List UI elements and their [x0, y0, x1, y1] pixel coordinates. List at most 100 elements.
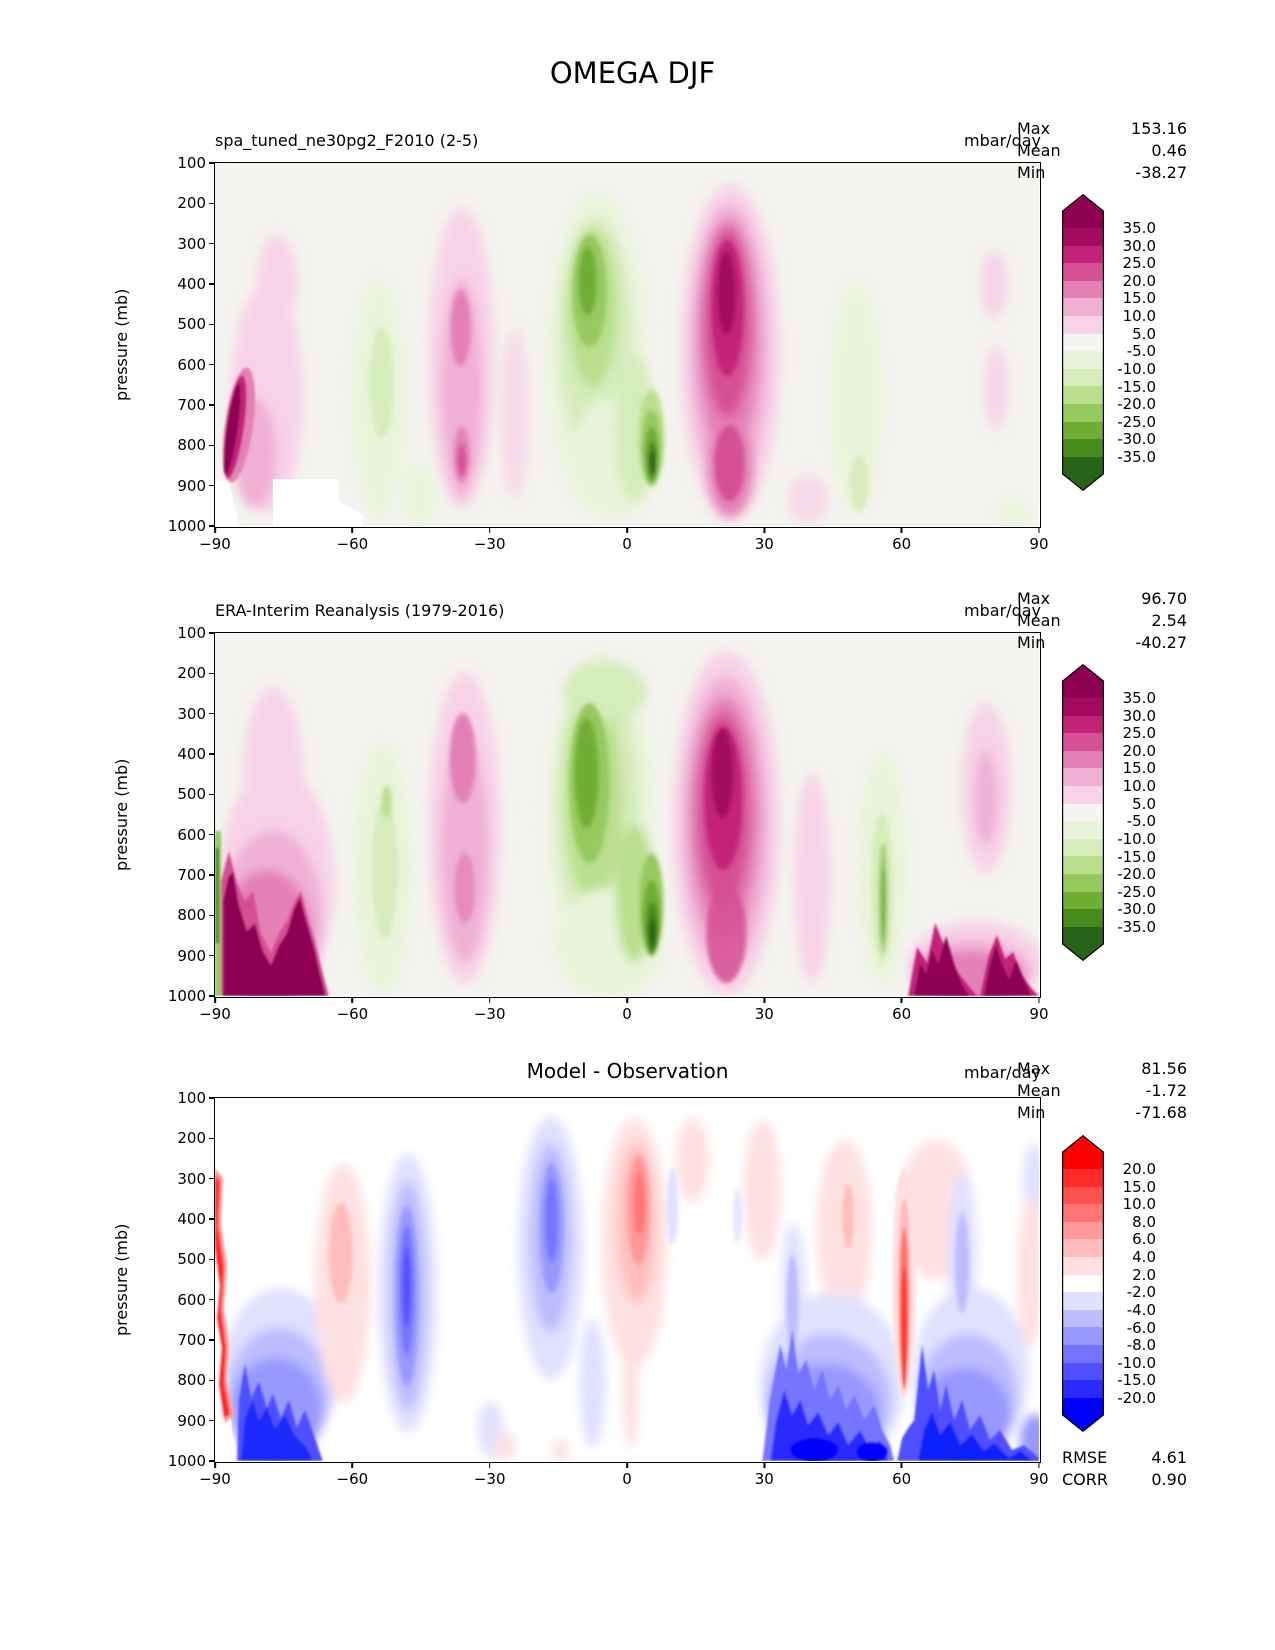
tick-mark — [209, 712, 215, 715]
stats-obs: Max 96.70 Mean 2.54 Min -40.27 — [1017, 589, 1187, 655]
tick-mark — [488, 997, 491, 1003]
y-tick: 1000 — [168, 517, 215, 535]
stat-row-max: Max 153.16 — [1017, 119, 1187, 141]
x-tick: −60 — [337, 527, 368, 553]
x-axis-ticks-obs: −90 −60 −30 0 30 60 90 — [199, 633, 1049, 1023]
tick-mark — [214, 527, 216, 533]
colorbar-band — [1062, 698, 1104, 716]
colorbar-tick-label: 15.0 — [1122, 759, 1156, 778]
colorbar-tick-label: 30.0 — [1122, 706, 1156, 725]
colorbar-band — [1062, 1345, 1104, 1363]
y-tick: 600 — [177, 1291, 215, 1309]
colorbar-band — [1062, 803, 1104, 822]
y-axis-ticks-obs: 100 200 300 400 500 600 700 800 900 1000 — [168, 624, 1040, 1005]
tick-mark — [763, 527, 766, 533]
rmse-row: RMSE 4.61 — [1062, 1448, 1187, 1470]
contour-field-obs — [215, 633, 1039, 996]
colorbar-tick-label: 8.0 — [1132, 1212, 1156, 1231]
y-tick-label: 100 — [177, 624, 206, 642]
x-tick-label: 60 — [892, 1470, 912, 1488]
colorbar-band — [1062, 909, 1104, 927]
x-tick-label: 0 — [622, 1005, 632, 1023]
colorbar-tick-label: -15.0 — [1117, 377, 1156, 396]
y-tick: 300 — [177, 1170, 215, 1188]
y-tick-label: 300 — [177, 1169, 206, 1188]
contour-field-diff — [215, 1098, 1039, 1461]
colorbar-band — [1062, 856, 1104, 875]
panel-diff-header: mbar/day — [214, 1063, 1041, 1085]
colorbar-band — [1062, 1327, 1104, 1346]
colorbar-band — [1062, 439, 1104, 457]
corr-value: 0.90 — [1151, 1470, 1187, 1489]
y-tick-label: 700 — [177, 1330, 206, 1349]
tick-mark — [209, 404, 215, 406]
x-tick-label: −30 — [473, 535, 506, 553]
colorbar-band — [1062, 821, 1104, 839]
corr-label: CORR — [1062, 1470, 1108, 1489]
rmse-value: 4.61 — [1151, 1448, 1187, 1467]
colorbar-band — [1062, 750, 1104, 769]
colorbar-tick-label: 35.0 — [1122, 689, 1156, 707]
colorbar-band — [1062, 386, 1104, 405]
stat-value: -71.68 — [1135, 1103, 1187, 1122]
y-tick-label: 900 — [177, 1411, 206, 1430]
colorbar-tick-label: -25.0 — [1117, 412, 1156, 431]
y-tick-label: 900 — [177, 946, 206, 965]
stats-diff: Max 81.56 Mean -1.72 Min -71.68 — [1017, 1059, 1187, 1125]
tick-mark — [209, 323, 215, 326]
stat-value: -1.72 — [1145, 1081, 1187, 1100]
colorbar-tick-label: -10.0 — [1117, 359, 1156, 378]
colorbar-band — [1062, 733, 1104, 751]
y-tick-label: 1000 — [167, 1451, 206, 1470]
colorbar-band — [1062, 874, 1104, 892]
y-tick: 100 — [177, 1089, 215, 1107]
panel-diff-units: mbar/day — [964, 1063, 1041, 1082]
tick-mark — [209, 753, 215, 755]
y-tick: 1000 — [168, 1452, 215, 1470]
colorbar-tick-label: 15.0 — [1122, 1177, 1156, 1196]
y-tick: 1000 — [168, 987, 215, 1005]
y-tick-label: 1000 — [167, 516, 206, 535]
y-tick-label: 600 — [177, 1290, 206, 1309]
colorbar-ticks: 35.0 30.0 25.0 20.0 15.0 10.0 5.0 -5.0 -10.0 -15.… — [1062, 194, 1156, 491]
y-tick: 800 — [177, 906, 215, 924]
x-axis-ticks-diff: −90 −60 −30 0 30 60 90 — [199, 1098, 1049, 1488]
x-tick: 0 — [622, 527, 632, 553]
y-tick-label: 100 — [177, 1089, 206, 1107]
colorbar-band — [1062, 1292, 1104, 1310]
y-tick-label: 500 — [177, 785, 206, 804]
colorbar-tick-label: -30.0 — [1117, 900, 1156, 919]
y-tick: 300 — [177, 705, 215, 723]
colorbar-tick-label: 20.0 — [1122, 741, 1156, 760]
y-tick-label: 200 — [177, 664, 206, 683]
colorbar-tick-label: 5.0 — [1132, 324, 1156, 343]
x-tick-label: −30 — [473, 1005, 506, 1023]
y-tick-label: 400 — [177, 744, 206, 763]
colorbar-ticks: 20.0 15.0 10.0 8.0 6.0 4.0 2.0 -2.0 -4.0 -6.0 -8.0… — [1062, 1135, 1156, 1432]
y-axis-label-obs: pressure (mb) — [112, 758, 131, 872]
tick-mark — [209, 283, 215, 285]
x-tick-label: 90 — [1029, 1470, 1049, 1488]
stat-label: Mean — [1017, 141, 1061, 160]
colorbar-band — [1062, 1309, 1104, 1328]
colorbar-tick-label: 35.0 — [1122, 219, 1156, 237]
tick-mark — [209, 162, 215, 164]
tick-mark — [209, 954, 215, 957]
y-tick-label: 600 — [177, 355, 206, 374]
colorbar-tick-label: 10.0 — [1122, 777, 1156, 796]
y-tick: 400 — [177, 745, 215, 763]
colorbar-band — [1062, 1169, 1104, 1187]
colorbar-band — [1062, 1380, 1104, 1398]
colorbar-tick-label: -10.0 — [1117, 829, 1156, 848]
x-tick: 60 — [892, 997, 911, 1023]
figure-title: OMEGA DJF — [549, 56, 716, 90]
colorbar-band — [1062, 715, 1104, 734]
y-tick-label: 600 — [177, 825, 206, 844]
y-tick-label: 700 — [177, 395, 206, 414]
stat-label: Min — [1017, 1103, 1046, 1122]
y-tick: 100 — [177, 154, 215, 172]
colorbar-obs: 35.0 30.0 25.0 20.0 15.0 10.0 5.0 -5.0 -10.0 -15.… — [1062, 664, 1156, 961]
stat-value: 96.70 — [1141, 589, 1187, 608]
tick-mark — [900, 527, 903, 533]
panel-diff-title: Model - Observation — [526, 1059, 729, 1083]
